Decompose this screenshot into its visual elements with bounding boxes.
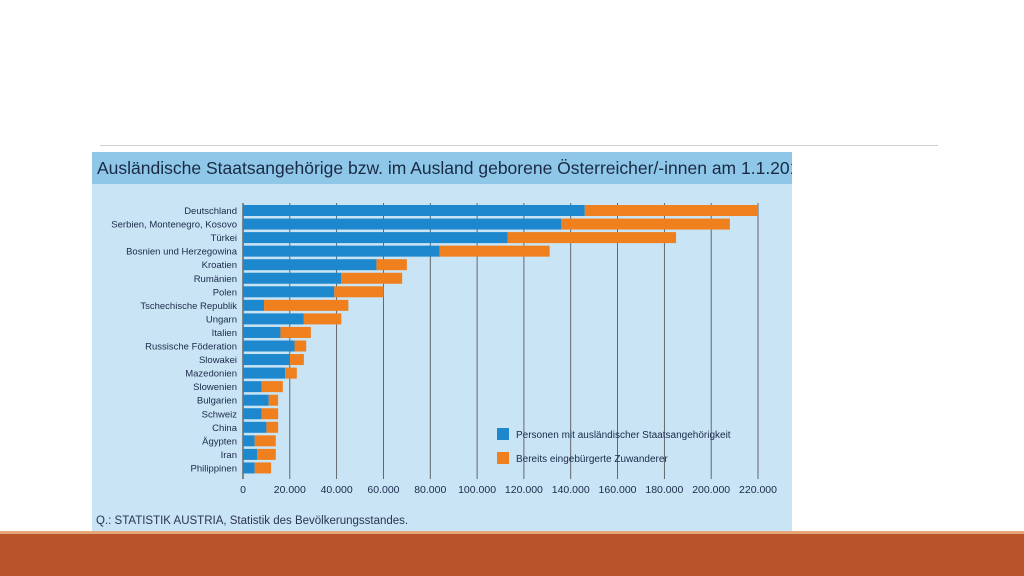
x-tick-label: 100.000 (458, 484, 496, 496)
category-label: Polen (213, 287, 237, 298)
category-label: Schweiz (202, 409, 238, 420)
bar-foreign-nationals (243, 218, 562, 230)
category-label: Deutschland (184, 206, 237, 217)
bar-foreign-nationals (243, 354, 290, 366)
category-label: Bosnien und Herzegowina (126, 247, 238, 258)
bar-naturalized (268, 394, 279, 406)
bar-foreign-nationals (243, 313, 304, 325)
bar-foreign-nationals (243, 381, 262, 393)
bar-foreign-nationals (243, 435, 255, 447)
category-label: Slowenien (193, 382, 237, 393)
bar-naturalized (254, 435, 276, 447)
bar-naturalized (257, 448, 276, 460)
category-label: Russische Föderation (145, 342, 237, 353)
category-label: Bulgarien (197, 396, 237, 407)
x-tick-label: 220.000 (739, 484, 777, 496)
category-label: Slowakei (199, 355, 237, 366)
x-tick-label: 80.000 (414, 484, 446, 496)
bar-foreign-nationals (243, 245, 440, 257)
legend-swatch (497, 428, 509, 440)
legend-label: Personen mit ausländischer Staatsangehör… (516, 430, 731, 441)
bar-naturalized (294, 340, 307, 352)
bar-foreign-nationals (243, 367, 286, 379)
bar-foreign-nationals (243, 421, 267, 433)
category-label: Kroatien (202, 260, 237, 271)
category-label: Philippinen (191, 463, 237, 474)
category-label: China (212, 423, 238, 434)
bar-foreign-nationals (243, 462, 255, 474)
category-label: Tschechische Republik (140, 301, 237, 312)
bar-naturalized (280, 326, 311, 338)
footer-bar (0, 534, 1024, 576)
top-divider (100, 145, 938, 146)
bar-foreign-nationals (243, 259, 377, 271)
chart-title: Ausländische Staatsangehörige bzw. im Au… (92, 152, 792, 184)
footer-accent-line (0, 531, 1024, 534)
bar-naturalized (289, 354, 304, 366)
bar-naturalized (303, 313, 342, 325)
chart-source: Q.: STATISTIK AUSTRIA, Statistik des Bev… (96, 515, 409, 527)
bar-foreign-nationals (243, 232, 508, 244)
x-tick-label: 120.000 (505, 484, 543, 496)
category-label: Rumänien (194, 274, 237, 285)
bar-foreign-nationals (243, 205, 585, 216)
bar-naturalized (254, 462, 272, 474)
bar-naturalized (264, 299, 349, 311)
x-tick-label: 140.000 (552, 484, 590, 496)
category-label: Ägypten (202, 436, 237, 447)
bar-naturalized (439, 245, 550, 257)
x-tick-label: 160.000 (599, 484, 637, 496)
category-label: Serbien, Montenegro, Kosovo (111, 220, 237, 231)
x-tick-label: 40.000 (321, 484, 353, 496)
bar-foreign-nationals (243, 340, 295, 352)
x-tick-label: 0 (240, 484, 246, 496)
bar-chart: 0 20.000 40.000 60.000 80.000 100.000 120.000 1… (111, 203, 777, 496)
x-tick-label: 180.000 (645, 484, 683, 496)
legend-label: Bereits eingebürgerte Zuwanderer (516, 454, 668, 465)
bar-foreign-nationals (243, 394, 269, 406)
bar-naturalized (266, 421, 279, 433)
bar-foreign-nationals (243, 448, 258, 460)
bar-foreign-nationals (243, 299, 265, 311)
category-label: Mazedonien (185, 369, 237, 380)
bar-naturalized (561, 218, 730, 230)
x-tick-label: 200.000 (692, 484, 730, 496)
bar-naturalized (341, 272, 403, 284)
bar-foreign-nationals (243, 286, 335, 298)
bar-foreign-nationals (243, 326, 281, 338)
category-label: Türkei (211, 233, 237, 244)
bar-naturalized (334, 286, 384, 298)
category-label: Ungarn (206, 314, 237, 325)
bar-naturalized (261, 408, 279, 420)
bar-naturalized (507, 232, 677, 244)
bar-foreign-nationals (243, 272, 342, 284)
x-tick-label: 60.000 (367, 484, 399, 496)
category-label: Iran (221, 450, 237, 461)
x-tick-label: 20.000 (274, 484, 306, 496)
bar-foreign-nationals (243, 408, 262, 420)
chart-figure: Ausländische Staatsangehörige bzw. im Au… (92, 152, 792, 532)
bar-naturalized (285, 367, 297, 379)
bar-naturalized (261, 381, 283, 393)
bar-naturalized (376, 259, 407, 271)
category-label: Italien (212, 328, 237, 339)
legend-swatch (497, 452, 509, 464)
bar-naturalized (584, 205, 758, 216)
